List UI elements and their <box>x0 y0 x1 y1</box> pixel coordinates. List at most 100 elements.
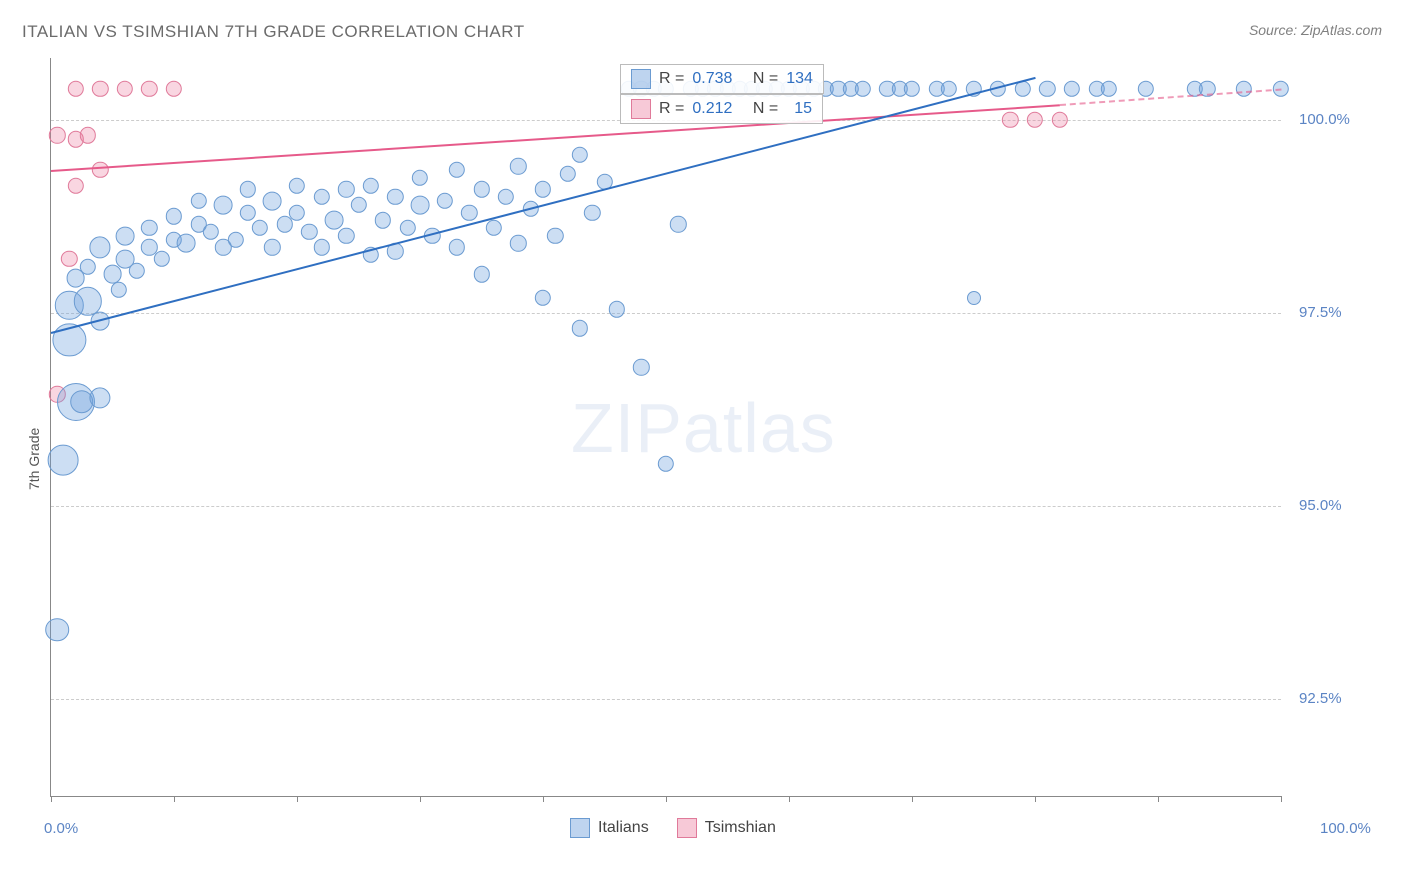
data-point <box>412 170 428 186</box>
data-point <box>80 127 96 143</box>
data-point <box>498 189 514 205</box>
data-point <box>92 81 108 97</box>
data-point <box>190 193 206 209</box>
data-point <box>80 258 96 274</box>
data-point <box>1236 81 1252 97</box>
source-label: Source: ZipAtlas.com <box>1249 22 1382 38</box>
data-point <box>67 177 83 193</box>
data-point <box>1027 112 1043 128</box>
data-point <box>264 239 280 255</box>
data-point <box>449 162 465 178</box>
trend-line <box>51 104 1060 172</box>
data-point <box>572 146 588 162</box>
data-point <box>92 162 108 178</box>
x-tick <box>420 796 421 802</box>
data-point <box>449 239 465 255</box>
data-point <box>301 224 317 240</box>
data-point <box>313 189 329 205</box>
data-point <box>289 177 305 193</box>
data-point <box>313 239 329 255</box>
data-point <box>115 226 134 245</box>
x-axis-label-max: 100.0% <box>1320 820 1371 837</box>
data-point <box>399 220 415 236</box>
x-tick <box>543 796 544 802</box>
data-point <box>510 158 526 174</box>
data-point <box>324 211 343 230</box>
data-point <box>572 320 588 336</box>
data-point <box>633 359 649 375</box>
y-tick-label: 92.5% <box>1299 690 1342 707</box>
x-tick <box>912 796 913 802</box>
data-point <box>411 195 430 214</box>
data-point <box>166 208 182 224</box>
data-point <box>473 181 489 197</box>
legend: Italians Tsimshian <box>570 818 776 838</box>
data-point <box>214 195 233 214</box>
watermark-light: atlas <box>683 389 836 467</box>
data-point <box>1137 81 1153 97</box>
data-point <box>141 220 157 236</box>
x-tick <box>174 796 175 802</box>
data-point <box>350 197 366 213</box>
data-point <box>166 81 182 97</box>
stat-box-italians: R = 0.738 N = 134 <box>620 64 824 94</box>
x-tick <box>297 796 298 802</box>
x-tick <box>1281 796 1282 802</box>
data-point <box>90 237 111 258</box>
legend-swatch-pink-icon <box>677 818 697 838</box>
data-point <box>941 81 957 97</box>
data-point <box>510 235 526 251</box>
data-point <box>240 181 256 197</box>
data-point <box>436 193 452 209</box>
stat-r-tsimshian: 0.212 <box>692 100 732 118</box>
stat-r-label: R = <box>659 70 684 88</box>
data-point <box>670 216 686 232</box>
correlation-chart: ITALIAN VS TSIMSHIAN 7TH GRADE CORRELATI… <box>0 0 1406 892</box>
data-point <box>375 212 391 228</box>
data-point <box>338 228 354 244</box>
data-point <box>67 81 83 97</box>
watermark: ZIPatlas <box>571 388 836 468</box>
grid-line <box>51 506 1281 507</box>
legend-item-italians: Italians <box>570 818 649 838</box>
data-point <box>203 224 219 240</box>
stat-box-tsimshian: R = 0.212 N = 15 <box>620 94 823 124</box>
swatch-pink-icon <box>631 99 651 119</box>
y-tick-label: 95.0% <box>1299 497 1342 514</box>
data-point <box>240 204 256 220</box>
legend-label-italians: Italians <box>598 819 649 837</box>
data-point <box>658 456 674 472</box>
grid-line <box>51 699 1281 700</box>
data-point <box>153 251 169 267</box>
y-tick-label: 97.5% <box>1299 304 1342 321</box>
data-point <box>967 291 981 305</box>
data-point <box>486 220 502 236</box>
data-point <box>473 266 489 282</box>
data-point <box>227 231 243 247</box>
data-point <box>45 618 69 642</box>
x-tick <box>51 796 52 802</box>
data-point <box>90 387 111 408</box>
data-point <box>461 204 477 220</box>
plot-area: ZIPatlas 100.0%97.5%95.0%92.5% <box>50 58 1281 797</box>
data-point <box>584 204 600 220</box>
data-point <box>177 234 196 253</box>
data-point <box>535 181 551 197</box>
data-point <box>49 127 65 143</box>
data-point <box>129 262 145 278</box>
x-axis-label-min: 0.0% <box>44 820 78 837</box>
data-point <box>48 444 79 475</box>
stat-n-italians: 134 <box>786 70 813 88</box>
data-point <box>1064 81 1080 97</box>
data-point <box>1002 112 1018 128</box>
data-point <box>117 81 133 97</box>
x-tick <box>789 796 790 802</box>
y-axis-title: 7th Grade <box>26 428 42 490</box>
stat-r-italians: 0.738 <box>692 70 732 88</box>
swatch-blue-icon <box>631 69 651 89</box>
data-point <box>547 228 563 244</box>
data-point <box>252 220 268 236</box>
data-point <box>363 177 379 193</box>
data-point <box>855 81 871 97</box>
data-point <box>559 166 575 182</box>
